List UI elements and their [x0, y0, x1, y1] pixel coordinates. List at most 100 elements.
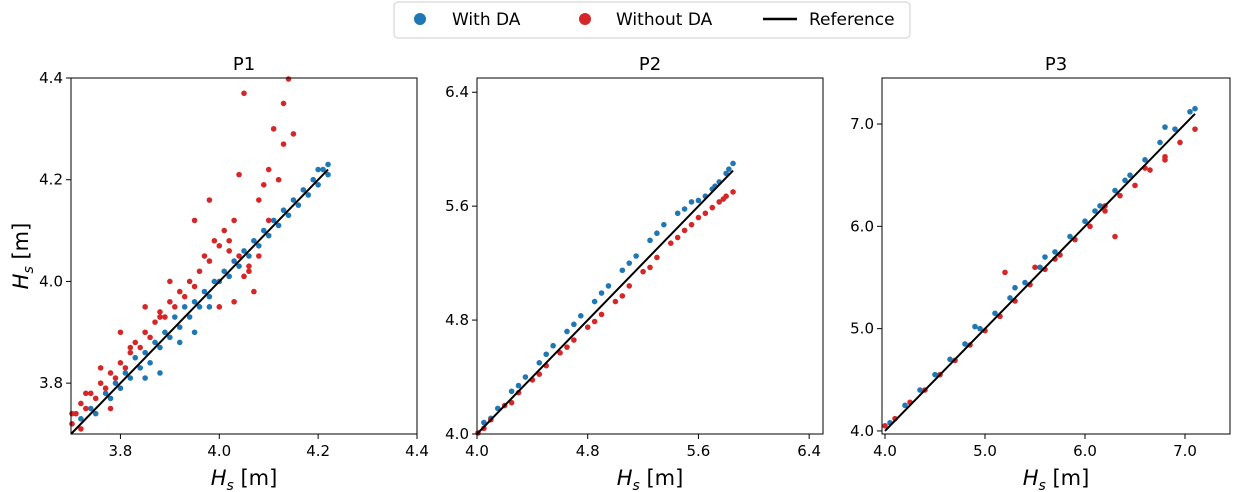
panel-p1-point-with-da-3 [102, 390, 109, 397]
panel-p3-point-with-da-11 [1052, 249, 1058, 255]
panel-p1-point-with-da-16 [167, 334, 173, 341]
panel-p2-point-without-da-19 [709, 204, 716, 211]
panel-p3-x-tick-label-3: 7.0 [1173, 442, 1197, 460]
panel-p2-point-with-da-26 [598, 290, 605, 296]
panel-p2-frame [476, 77, 824, 435]
panel-p3-point-without-da-21 [1192, 126, 1198, 132]
panel-p2-point-without-da-9 [598, 311, 605, 318]
panel-p2-point-with-da-29 [681, 206, 688, 212]
panel-p1-point-without-da-22 [176, 288, 183, 295]
panel-p2: P2 4.0 4.8 5.6 6.4 4.0 4.8 5.6 6.4 Hs [m] [445, 54, 824, 492]
panel-p2-point-with-da-13 [661, 221, 667, 228]
panel-p1-point-with-da-35 [260, 227, 267, 234]
panel-p1-point-without-da-61 [69, 410, 75, 417]
panel-p3-point-with-da-22 [972, 323, 978, 330]
panel-p3-point-with-da-26 [1122, 177, 1128, 184]
panel-p3-point-with-da-9 [1022, 279, 1028, 286]
panel-p2-y-tick-label-0: 4.0 [445, 425, 469, 443]
panel-p2-point-without-da-27 [591, 318, 598, 325]
panel-p3-x-tick-label-2: 6.0 [1073, 442, 1097, 460]
panel-p1-point-without-da-33 [231, 217, 237, 224]
panel-p1-point-without-da-52 [206, 197, 213, 203]
panel-p1-point-without-da-47 [270, 126, 277, 132]
panel-p1-point-without-da-41 [256, 253, 262, 259]
panel-p3-point-with-da-21 [1192, 105, 1198, 112]
panel-p3-point-without-da-26 [1112, 233, 1118, 240]
panel-p1-point-without-da-30 [216, 243, 223, 249]
panel-p2-x-axis-label: Hs [m] [617, 466, 684, 492]
panel-p1-point-without-da-38 [216, 304, 223, 310]
panel-p3-point-with-da-17 [1142, 157, 1148, 163]
panel-p2-x-tick-label-1: 4.8 [576, 442, 600, 460]
panel-p1-point-without-da-0 [69, 421, 75, 427]
panel-p3-y-tick-label-0: 4.0 [850, 422, 874, 440]
panel-p1-point-with-da-36 [265, 232, 272, 239]
panel-p1-point-without-da-48 [265, 166, 272, 173]
panel-p3-point-with-da-16 [1127, 172, 1133, 178]
panel-p1-point-without-da-59 [97, 365, 104, 371]
panel-p3-point-with-da-1 [902, 402, 908, 409]
panel-p1-point-with-da-42 [295, 202, 302, 208]
panel-p3-points [882, 105, 1198, 429]
panel-p2-point-without-da-17 [695, 214, 702, 221]
panel-p1-point-without-da-11 [122, 365, 129, 371]
panel-p1-point-without-da-43 [275, 176, 282, 183]
panel-p1-point-with-da-49 [315, 166, 321, 173]
panel-p1-point-with-da-50 [325, 171, 331, 178]
panel-p1-point-without-da-51 [236, 171, 242, 178]
panel-p1-point-with-da-13 [152, 339, 158, 346]
panel-p1-point-without-da-3 [83, 405, 89, 412]
panel-p1-point-without-da-20 [167, 298, 173, 305]
legend-marker-without-da [579, 13, 591, 25]
panel-p1-title: P1 [233, 54, 255, 75]
panel-p2-point-without-da-15 [681, 227, 688, 234]
panel-p3-y-tick-label-2: 6.0 [850, 217, 874, 235]
panel-p1-x-tick-label-2: 4.2 [306, 442, 330, 460]
panel-p1-point-without-da-4 [87, 390, 94, 397]
panel-p2-point-with-da-31 [726, 166, 732, 172]
panel-p2-point-without-da-14 [667, 240, 674, 246]
panel-p1-point-without-da-17 [152, 319, 158, 325]
panel-p1-point-with-da-38 [275, 222, 282, 229]
panel-p1-point-without-da-18 [157, 309, 163, 315]
legend-frame [393, 1, 911, 39]
panel-p2-point-without-da-30 [674, 234, 681, 241]
panel-p3-point-with-da-27 [1162, 124, 1168, 130]
panel-p2-point-with-da-28 [654, 230, 660, 237]
panel-p1-point-with-da-48 [325, 161, 331, 168]
panel-p1-point-without-da-58 [117, 329, 124, 336]
panel-p3-point-without-da-14 [1087, 223, 1093, 230]
panel-p1-point-with-da-7 [122, 370, 129, 376]
panel-p3-point-with-da-25 [1092, 208, 1098, 214]
panel-p1-point-without-da-25 [191, 283, 198, 290]
panel-p3-point-without-da-18 [1147, 167, 1153, 173]
panel-p1-point-without-da-53 [191, 217, 198, 224]
panel-p1-point-without-da-45 [280, 100, 287, 107]
panel-p2-point-with-da-24 [543, 351, 549, 358]
panel-p1-point-without-da-62 [78, 426, 84, 432]
panel-p3-point-with-da-4 [947, 356, 953, 363]
panel-p1-point-without-da-28 [206, 258, 213, 264]
panel-p2-x-tick-label-2: 5.6 [687, 442, 711, 460]
panel-p1-x-ticks: 3.8 4.0 4.2 4.4 [108, 434, 429, 460]
legend-label-reference: Reference [809, 10, 895, 30]
panel-p1-point-without-da-1 [73, 410, 79, 417]
panel-p2-point-without-da-12 [640, 268, 646, 275]
panel-p1-point-with-da-5 [112, 380, 119, 386]
panel-p2-point-without-da-28 [619, 293, 626, 299]
panel-p3-point-without-da-20 [1177, 139, 1183, 146]
panel-p1-point-with-da-15 [162, 329, 168, 336]
panel-p3: P3 4.0 5.0 6.0 7.0 4.0 5.0 6.0 7.0 Hs [m] [850, 54, 1231, 492]
panel-p2-point-without-da-13 [654, 254, 660, 261]
panel-p3-point-without-da-28 [1162, 157, 1168, 163]
panel-p3-point-with-da-24 [1042, 254, 1048, 260]
panel-p1-point-without-da-5 [92, 395, 99, 402]
panel-p2-point-with-da-6 [564, 328, 570, 335]
panel-p1-point-with-da-27 [221, 268, 228, 275]
legend-label-without-da: Without DA [616, 10, 713, 30]
panel-p1-point-without-da-27 [201, 253, 208, 259]
panel-p1-points [69, 76, 331, 432]
panel-p1-point-with-da-51 [142, 375, 148, 381]
panel-p1-point-without-da-56 [157, 314, 163, 320]
panel-p1-point-without-da-54 [167, 278, 173, 285]
